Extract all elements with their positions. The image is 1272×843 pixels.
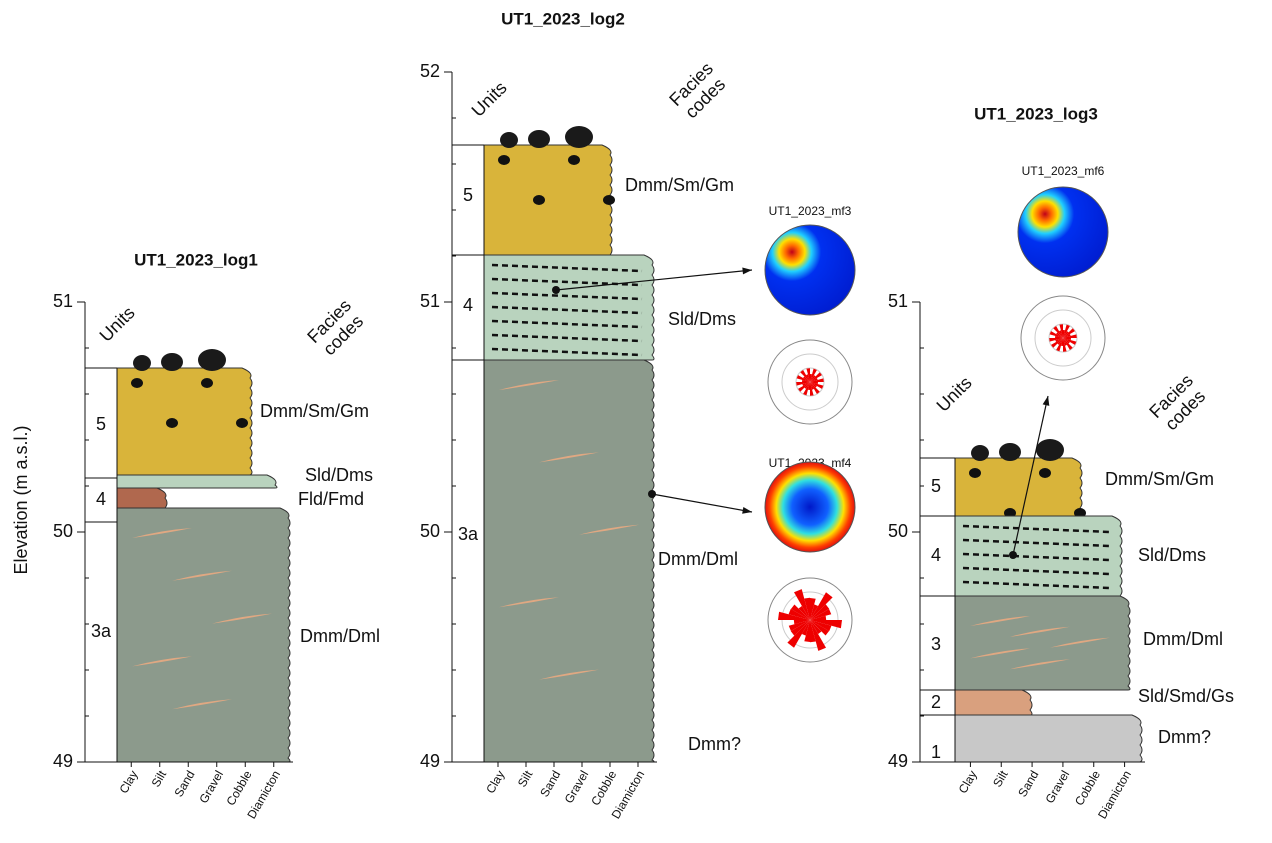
clast xyxy=(1039,468,1051,478)
grain-size-label: Sand xyxy=(537,768,563,799)
facies-code: Dmm? xyxy=(1158,727,1211,747)
facies-code: Dmm/Sm/Gm xyxy=(625,175,734,195)
sediment-layer xyxy=(117,508,290,762)
facies-code: Dmm/Sm/Gm xyxy=(260,401,369,421)
axis-label: Elevation (m a.s.l.) xyxy=(11,425,31,574)
boulder xyxy=(971,445,989,461)
grain-size-label: Silt xyxy=(515,768,536,790)
units-header: Units xyxy=(933,373,976,416)
clast xyxy=(236,418,248,428)
facies-code: Sld/Dms xyxy=(305,465,373,485)
boulder xyxy=(500,132,518,148)
grain-size-label: Silt xyxy=(990,768,1011,790)
tick-label: 51 xyxy=(53,291,73,311)
arrow xyxy=(652,494,752,512)
clast xyxy=(166,418,178,428)
clast xyxy=(969,468,981,478)
tick-label: 50 xyxy=(420,521,440,541)
facies-code: Sld/Smd/Gs xyxy=(1138,686,1234,706)
tick-label: 49 xyxy=(888,751,908,771)
boulder xyxy=(999,443,1021,461)
arrow-origin xyxy=(648,490,656,498)
grain-size-label: Gravel xyxy=(562,768,592,806)
unit-label: 5 xyxy=(96,414,106,434)
clast xyxy=(131,378,143,388)
unit-label: 2 xyxy=(931,692,941,712)
tick-label: 49 xyxy=(53,751,73,771)
stereonet xyxy=(765,225,855,315)
arrow-origin xyxy=(552,286,560,294)
unit-label: 3a xyxy=(91,621,112,641)
sediment-layer xyxy=(484,360,654,762)
stereonet xyxy=(1018,187,1108,277)
stereonet-label: UT1_2023_mf3 xyxy=(769,204,852,218)
grain-size-label: Gravel xyxy=(196,768,226,806)
clast xyxy=(603,195,615,205)
facies-code: Sld/Dms xyxy=(668,309,736,329)
sediment-layer xyxy=(955,596,1130,690)
boulder xyxy=(133,355,151,371)
stereonet xyxy=(765,462,855,552)
grain-size-label: Clay xyxy=(956,768,980,796)
log-title: UT1_2023_log2 xyxy=(501,9,625,28)
boulder xyxy=(198,349,226,371)
unit-label: 1 xyxy=(931,742,941,762)
grain-size-label: Clay xyxy=(116,768,140,796)
clast xyxy=(568,155,580,165)
sediment-layer xyxy=(484,255,654,360)
stereonet-label: UT1_2023_mf6 xyxy=(1022,164,1105,178)
facies-code: Dmm/Dml xyxy=(1143,629,1223,649)
arrow-head xyxy=(742,268,752,275)
unit-label: 3a xyxy=(458,524,479,544)
tick-label: 52 xyxy=(420,61,440,81)
facies-code: Sld/Dms xyxy=(1138,545,1206,565)
clast xyxy=(201,378,213,388)
boulder xyxy=(161,353,183,371)
grain-size-label: Cobble xyxy=(223,768,254,808)
arrow-head xyxy=(1043,396,1050,406)
facies-code: Dmm? xyxy=(688,734,741,754)
grain-size-label: Sand xyxy=(171,768,197,799)
unit-label: 4 xyxy=(96,489,106,509)
facies-code: Dmm/Dml xyxy=(300,626,380,646)
log-title: UT1_2023_log3 xyxy=(974,104,1098,123)
grain-size-label: Gravel xyxy=(1042,768,1072,806)
grain-size-label: Sand xyxy=(1015,768,1041,799)
grain-size-label: Cobble xyxy=(1072,768,1103,808)
unit-label: 5 xyxy=(463,185,473,205)
tick-label: 51 xyxy=(888,291,908,311)
sediment-layer xyxy=(955,458,1082,516)
boulder xyxy=(528,130,550,148)
unit-label: 4 xyxy=(931,545,941,565)
unit-label: 3 xyxy=(931,634,941,654)
sediment-layer xyxy=(117,475,277,488)
tick-label: 50 xyxy=(53,521,73,541)
sediment-layer xyxy=(955,690,1032,715)
units-header: Units xyxy=(468,78,511,121)
tick-label: 49 xyxy=(420,751,440,771)
clast xyxy=(498,155,510,165)
facies-code: Fld/Fmd xyxy=(298,489,364,509)
clast xyxy=(533,195,545,205)
sediment-layer xyxy=(955,715,1142,762)
boulder xyxy=(565,126,593,148)
facies-code: Dmm/Dml xyxy=(658,549,738,569)
tick-label: 51 xyxy=(420,291,440,311)
log-title: UT1_2023_log1 xyxy=(134,250,258,269)
arrow-origin xyxy=(1009,551,1017,559)
grain-size-label: Silt xyxy=(149,768,170,790)
unit-label: 4 xyxy=(463,295,473,315)
units-header: Units xyxy=(96,303,139,346)
grain-size-label: Clay xyxy=(483,768,507,796)
unit-label: 5 xyxy=(931,476,941,496)
facies-code: Dmm/Sm/Gm xyxy=(1105,469,1214,489)
figure: Elevation (m a.s.l.) 495051543aDmm/Sm/Gm… xyxy=(0,0,1272,838)
tick-label: 50 xyxy=(888,521,908,541)
arrow-head xyxy=(742,507,752,514)
boulder xyxy=(1036,439,1064,461)
